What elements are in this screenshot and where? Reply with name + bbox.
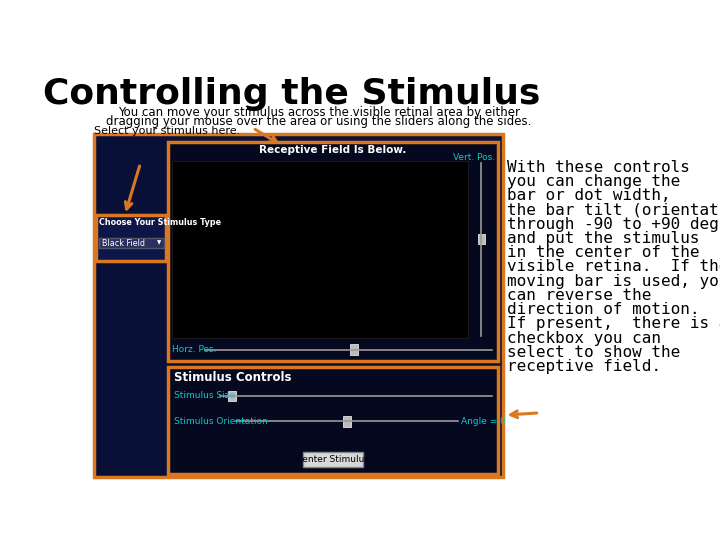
Bar [99,238,163,248]
Text: Stimulus Orientation: Stimulus Orientation [174,417,267,426]
Bar [168,367,498,474]
Text: Angle = 0: Angle = 0 [462,417,506,426]
Bar [477,234,485,245]
Text: If present,  there is a: If present, there is a [507,316,720,332]
Text: Stimulus Controls: Stimulus Controls [174,371,291,384]
Text: Stimulus Size: Stimulus Size [174,392,235,400]
Text: visible retina.  If the: visible retina. If the [507,259,720,274]
Text: direction of motion.: direction of motion. [507,302,699,317]
Text: Select your stimulus here.: Select your stimulus here. [94,126,240,136]
Text: Horz. Pos.: Horz. Pos. [172,345,217,354]
Text: Receptive Field Is Below.: Receptive Field Is Below. [259,145,407,156]
Text: Vert. Pos.: Vert. Pos. [453,153,495,163]
Text: Choose Your Stimulus Type: Choose Your Stimulus Type [99,218,220,227]
Bar [228,390,235,401]
Bar [94,134,503,477]
Text: checkbox you can: checkbox you can [507,330,661,346]
Text: ▼: ▼ [157,240,161,246]
Bar [96,215,166,261]
Text: moving bar is used, you: moving bar is used, you [507,274,720,289]
Text: Black Field: Black Field [102,239,145,247]
Text: you can change the: you can change the [507,174,680,189]
Text: You can move your stimulus across the visible retinal area by either: You can move your stimulus across the vi… [117,106,520,119]
Text: Controlling the Stimulus: Controlling the Stimulus [42,77,540,111]
Text: through -90 to +90 deg,: through -90 to +90 deg, [507,217,720,232]
Text: select to show the: select to show the [507,345,680,360]
Bar [168,142,498,361]
Text: can reverse the: can reverse the [507,288,652,303]
Bar [172,161,468,338]
Text: bar or dot width,: bar or dot width, [507,188,670,203]
FancyBboxPatch shape [302,453,363,467]
Text: dragging your mouse over the area or using the sliders along the sides.: dragging your mouse over the area or usi… [106,115,531,129]
Bar [343,416,351,427]
Text: With these controls: With these controls [507,160,690,175]
Bar [351,345,358,355]
Text: and put the stimulus: and put the stimulus [507,231,699,246]
Text: the bar tilt (orientation): the bar tilt (orientation) [507,202,720,218]
Text: Center Stimulus: Center Stimulus [297,455,369,464]
Text: receptive field.: receptive field. [507,359,661,374]
Text: in the center of the: in the center of the [507,245,699,260]
